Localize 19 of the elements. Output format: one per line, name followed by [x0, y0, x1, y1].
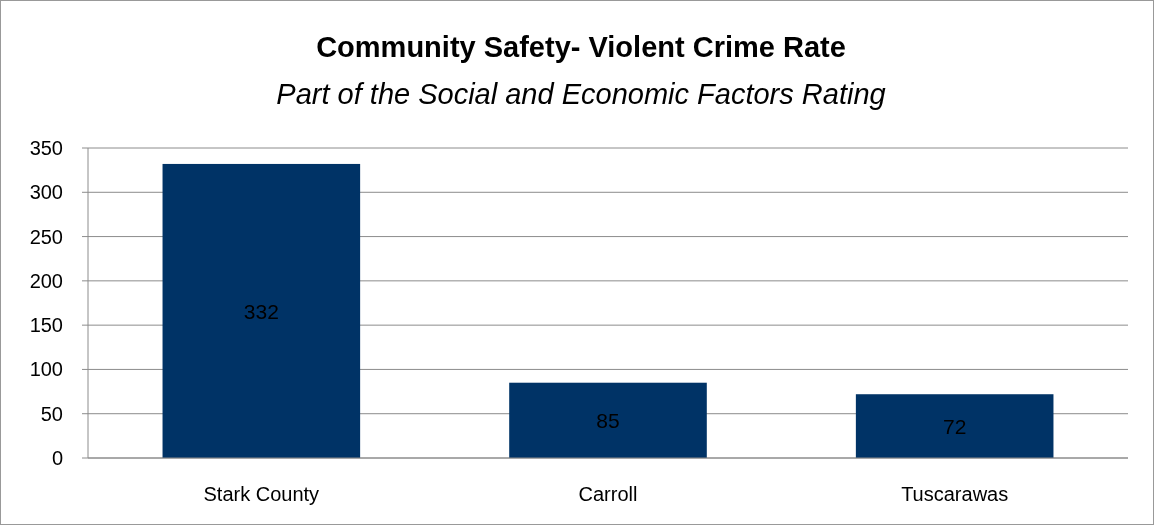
y-tick-label: 250	[29, 225, 63, 248]
y-tick-label: 350	[29, 137, 63, 159]
y-tick-label: 150	[29, 314, 63, 337]
y-tick-label: 100	[29, 358, 63, 381]
x-tick-label: Tuscarawas	[901, 483, 1009, 505]
y-tick-label: 300	[29, 181, 63, 204]
data-label: 72	[942, 415, 967, 439]
bar	[855, 394, 1054, 458]
chart-title: Community Safety- Violent Crime Rate	[316, 31, 846, 63]
y-tick-label: 200	[29, 269, 63, 292]
data-label: 332	[243, 299, 279, 323]
bar	[162, 163, 361, 458]
bar	[509, 382, 707, 458]
x-tick-label: Stark County	[203, 483, 320, 505]
y-tick-label: 0	[51, 447, 63, 469]
data-label: 85	[596, 409, 620, 433]
x-tick-label: Carroll	[578, 483, 638, 505]
y-tick-label: 50	[40, 402, 63, 425]
chart-subtitle: Part of the Social and Economic Factors Rating	[276, 78, 886, 110]
